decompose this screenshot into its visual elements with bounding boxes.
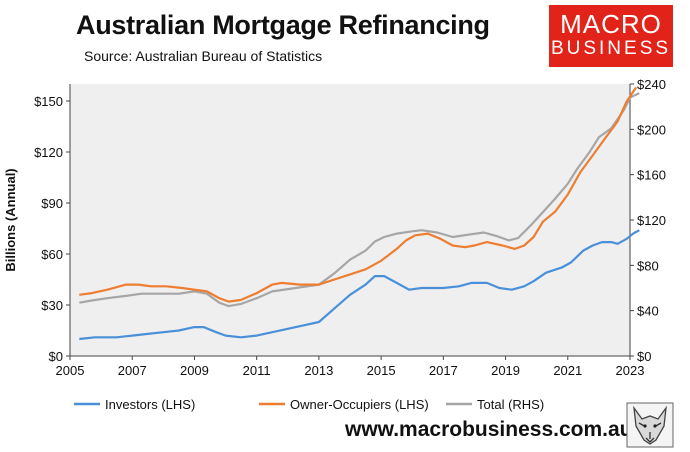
series-line-0 bbox=[79, 229, 640, 341]
y2-tick-label: $40 bbox=[637, 304, 659, 319]
macrobusiness-logo: MACRO BUSINESS bbox=[549, 5, 673, 67]
legend: Investors (LHS) Owner-Occupiers (LHS) Tota… bbox=[74, 397, 544, 412]
series-lines bbox=[79, 86, 640, 341]
x-tick-label: 2007 bbox=[118, 363, 147, 378]
y-tick-label: $90 bbox=[41, 196, 63, 211]
y-tick-label: $0 bbox=[49, 349, 63, 364]
x-tick-label: 2015 bbox=[367, 363, 396, 378]
x-tick-label: 2021 bbox=[553, 363, 582, 378]
series-line-2 bbox=[79, 92, 640, 308]
x-tick-label: 2017 bbox=[429, 363, 458, 378]
y2-tick-label: $160 bbox=[637, 168, 666, 183]
legend-label: Total (RHS) bbox=[477, 397, 544, 412]
y2-tick-label: $0 bbox=[637, 349, 651, 364]
website-url: www.macrobusiness.com.au bbox=[345, 418, 633, 441]
y2-tick-label: $200 bbox=[637, 122, 666, 137]
series-line-1 bbox=[79, 86, 638, 303]
y-tick-label: $150 bbox=[34, 94, 63, 109]
y2-tick-label: $120 bbox=[637, 213, 666, 228]
y-tick-label: $120 bbox=[34, 145, 63, 160]
chart-title: Australian Mortgage Refinancing bbox=[76, 10, 490, 40]
y-axis-label: Billions (Annual) bbox=[3, 168, 18, 271]
line-chart: 2005 2007 2009 2011 2013 2015 2017 2019 2021 2023… bbox=[3, 77, 666, 412]
legend-label: Owner-Occupiers (LHS) bbox=[290, 397, 429, 412]
y2-tick-label: $240 bbox=[637, 77, 666, 92]
logo-line-1: MACRO bbox=[560, 9, 662, 39]
y-tick-label: $30 bbox=[41, 298, 63, 313]
logo-line-2: BUSINESS bbox=[550, 38, 672, 59]
x-tick-label: 2019 bbox=[491, 363, 520, 378]
chart-source: Source: Australian Bureau of Statistics bbox=[84, 48, 323, 64]
x-tick-label: 2013 bbox=[304, 363, 333, 378]
fox-logo-icon bbox=[626, 402, 674, 448]
x-tick-label: 2023 bbox=[616, 363, 645, 378]
legend-label: Investors (LHS) bbox=[105, 397, 195, 412]
x-tick-label: 2009 bbox=[180, 363, 209, 378]
y2-tick-label: $80 bbox=[637, 258, 659, 273]
x-tick-label: 2005 bbox=[56, 363, 85, 378]
axes: 2005 2007 2009 2011 2013 2015 2017 2019 2021 2023… bbox=[34, 77, 666, 378]
x-tick-label: 2011 bbox=[243, 363, 271, 378]
y-tick-label: $60 bbox=[41, 247, 63, 262]
